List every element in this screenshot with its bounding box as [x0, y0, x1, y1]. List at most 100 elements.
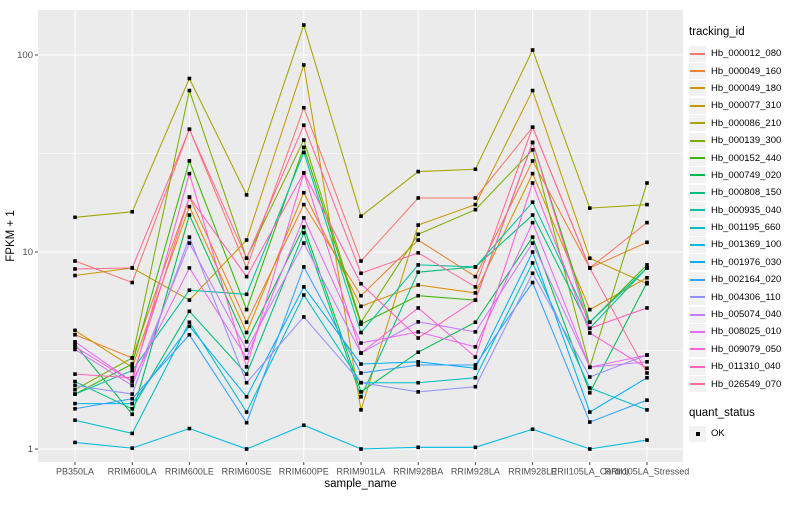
- data-point: [588, 410, 592, 414]
- quant-status-item: OK: [689, 425, 799, 442]
- data-point: [359, 271, 363, 276]
- legend-key-swatch: [689, 63, 706, 80]
- data-point: [530, 250, 535, 254]
- data-point: [73, 418, 77, 423]
- data-point: [416, 293, 420, 298]
- data-point: [416, 336, 420, 340]
- data-point: [302, 145, 306, 150]
- data-point: [244, 365, 249, 369]
- data-point: [645, 375, 649, 380]
- legend-key-swatch: [689, 80, 706, 97]
- data-point: [530, 88, 535, 93]
- legend-line-icon: [690, 261, 705, 264]
- data-point: [530, 271, 535, 276]
- data-point: [187, 204, 192, 209]
- data-point: [530, 181, 535, 185]
- data-point: [416, 196, 420, 200]
- legend-label: Hb_026549_070: [711, 378, 782, 390]
- data-point: [359, 259, 363, 263]
- legend-label: Hb_001195_660: [711, 222, 781, 234]
- legend-item-Hb_026549_070: Hb_026549_070: [689, 375, 799, 393]
- x-axis-title: sample_name: [324, 478, 396, 490]
- data-point: [130, 379, 134, 384]
- legend-line-icon: [690, 157, 705, 160]
- data-point: [530, 159, 535, 163]
- data-point: [73, 273, 77, 278]
- legend-line-icon: [690, 122, 705, 125]
- data-point: [588, 447, 592, 451]
- legend-line-icon: [690, 174, 705, 177]
- legend-line-icon: [690, 226, 705, 229]
- legend-key-swatch: [689, 115, 706, 132]
- data-point: [645, 181, 649, 185]
- data-point: [359, 351, 363, 355]
- data-point: [302, 265, 306, 269]
- data-point: [73, 401, 77, 406]
- data-point: [130, 392, 134, 396]
- data-point: [187, 235, 192, 239]
- legend-line-icon: [690, 243, 705, 246]
- legend-item-Hb_000749_020: Hb_000749_020: [689, 167, 799, 184]
- legend-key-swatch: [689, 236, 706, 253]
- data-point: [530, 171, 535, 176]
- data-point: [73, 328, 77, 333]
- data-point: [588, 320, 592, 325]
- data-point: [359, 281, 363, 286]
- data-point: [73, 332, 77, 337]
- legend-label: OK: [711, 428, 725, 439]
- data-point: [73, 379, 77, 384]
- data-point: [244, 372, 249, 376]
- data-point: [645, 263, 649, 267]
- data-point: [130, 401, 134, 406]
- data-point: [473, 298, 478, 302]
- data-point: [588, 256, 592, 261]
- data-point: [187, 171, 192, 176]
- data-point: [645, 275, 649, 280]
- legend-line-icon: [690, 348, 705, 351]
- legend-panel: tracking_id Hb_000012_080 Hb_000049_160 Hb…: [689, 26, 799, 442]
- data-point: [359, 304, 363, 309]
- legend-line-icon: [690, 104, 705, 107]
- legend-label: Hb_000935_040: [711, 204, 782, 216]
- data-point: [73, 383, 77, 388]
- legend-label: Hb_004306_110: [711, 291, 781, 303]
- data-point: [645, 306, 649, 310]
- legend-item-Hb_000049_160: Hb_000049_160: [689, 62, 799, 80]
- legend-item-Hb_009079_050: Hb_009079_050: [689, 341, 799, 358]
- legend-label: Hb_011310_040: [711, 361, 781, 373]
- legend-key-swatch: [689, 219, 706, 236]
- data-point: [187, 266, 192, 270]
- data-point: [244, 447, 249, 451]
- data-point: [187, 298, 192, 302]
- legend-item-Hb_001976_030: Hb_001976_030: [689, 254, 799, 271]
- data-point: [244, 356, 249, 360]
- data-point: [130, 383, 134, 388]
- data-point: [473, 167, 478, 172]
- data-point: [530, 125, 535, 130]
- data-point: [130, 266, 134, 270]
- data-point: [645, 202, 649, 207]
- data-point: [187, 309, 192, 314]
- data-point: [588, 420, 592, 424]
- quant-status-items: OK: [689, 425, 799, 442]
- data-point: [302, 63, 306, 67]
- data-point: [302, 225, 306, 229]
- data-point: [530, 148, 535, 152]
- data-point: [473, 196, 478, 200]
- data-point: [187, 159, 192, 163]
- legend-label: Hb_000077_310: [711, 100, 782, 112]
- legend-line-icon: [690, 365, 705, 368]
- data-point: [530, 427, 535, 432]
- data-point: [588, 266, 592, 270]
- x-tick-label: RRII105LA_Stressed: [605, 467, 690, 477]
- data-point: [187, 195, 192, 199]
- data-point: [73, 345, 77, 349]
- data-point: [588, 206, 592, 210]
- legend-item-Hb_000049_180: Hb_000049_180: [689, 80, 799, 97]
- legend-label: Hb_000049_180: [711, 82, 782, 94]
- data-point: [416, 330, 420, 334]
- data-point: [244, 320, 249, 325]
- data-point: [302, 315, 306, 319]
- data-point: [416, 169, 420, 174]
- legend-item-Hb_008025_010: Hb_008025_010: [689, 323, 799, 340]
